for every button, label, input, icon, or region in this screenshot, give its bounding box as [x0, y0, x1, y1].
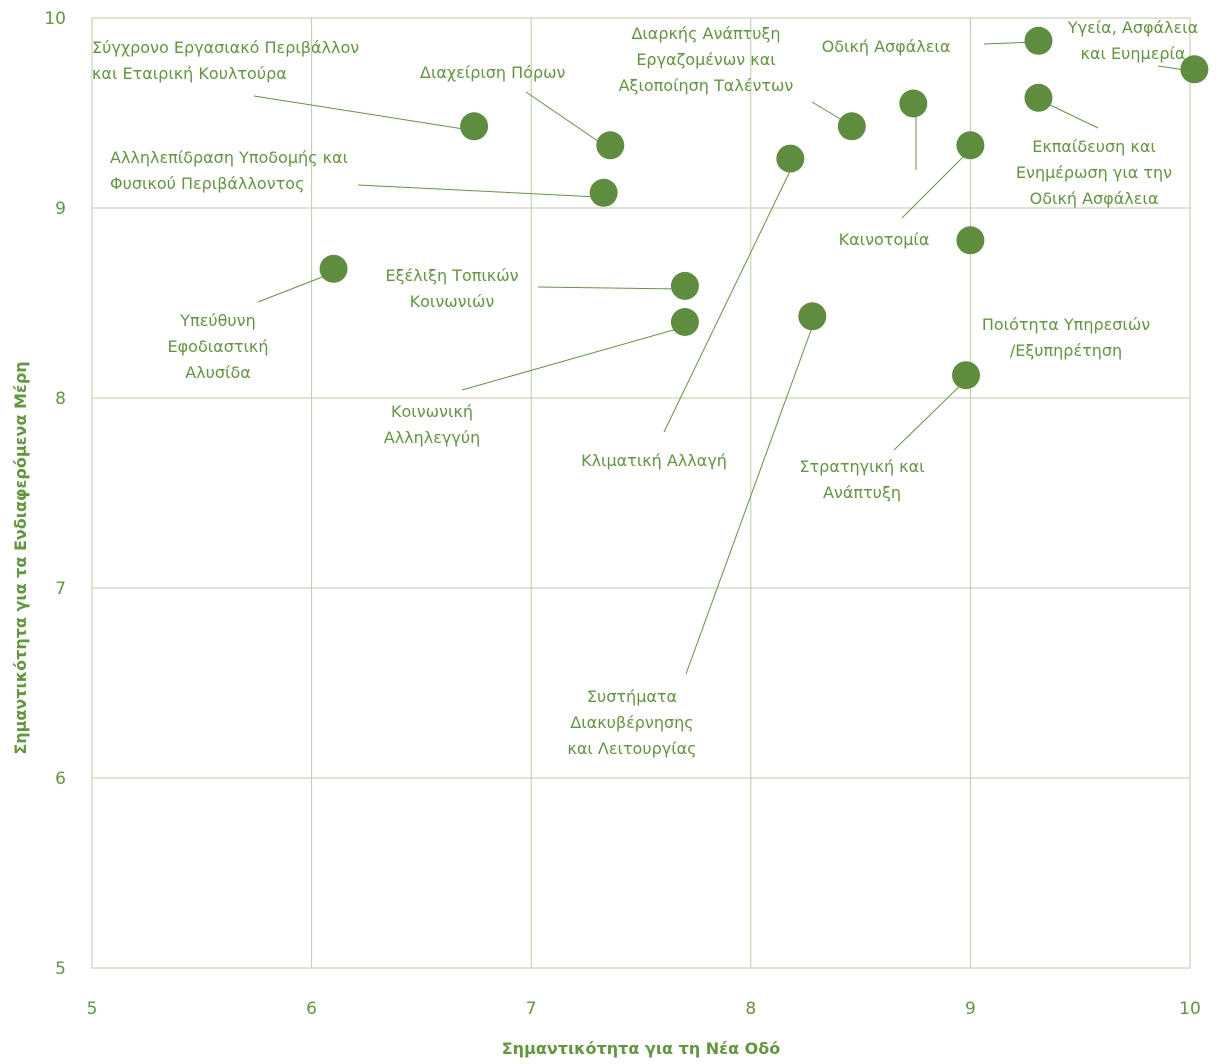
x-tick-label: 10 [1179, 999, 1201, 1019]
point-label: Εξέλιξη Τοπικών [385, 266, 518, 285]
y-axis-ticks: 5 6 7 8 9 10 [44, 9, 66, 979]
point-label: Οδική Ασφάλεια [822, 37, 951, 56]
data-point [952, 361, 981, 390]
point-label: Διαχείριση Πόρων [420, 63, 566, 82]
x-tick-label: 8 [745, 999, 756, 1019]
point-label: Φυσικού Περιβάλλοντος [110, 174, 304, 193]
x-tick-label: 7 [526, 999, 537, 1019]
x-tick-label: 5 [87, 999, 98, 1019]
point-label: Ενημέρωση για την [1016, 163, 1172, 182]
point-label: Εφοδιαστική [168, 337, 269, 356]
data-point [319, 254, 348, 283]
point-label: Ποιότητα Υπηρεσιών [982, 315, 1150, 334]
point-label: Εκπαίδευση και [1032, 137, 1156, 156]
point-label: Αλυσίδα [185, 363, 251, 382]
y-tick-label: 8 [55, 389, 66, 409]
data-point [670, 308, 699, 336]
data-point [899, 89, 928, 118]
x-tick-label: 6 [306, 999, 317, 1019]
x-tick-label: 9 [965, 999, 976, 1019]
point-label: Κλιματική Αλλαγή [581, 451, 727, 470]
label-leader-line [525, 91, 609, 149]
data-point [1180, 55, 1209, 84]
point-label: Υγεία, Ασφάλεια [1067, 18, 1198, 37]
data-point [956, 226, 985, 255]
data-point [956, 131, 985, 160]
label-leader-line [257, 273, 331, 303]
point-label: Εργαζομένων και [636, 50, 775, 69]
data-point [1024, 26, 1053, 55]
point-label: Κοινωνική [391, 402, 473, 421]
point-label: Σύγχρονο Εργασιακό Περιβάλλον [92, 38, 359, 57]
y-tick-label: 7 [55, 579, 66, 599]
label-leader-line [663, 166, 793, 433]
label-leader-line [357, 184, 599, 198]
y-tick-label: 9 [55, 199, 66, 219]
y-tick-label: 5 [55, 959, 66, 979]
data-point [589, 178, 618, 207]
point-labels: Σύγχρονο Εργασιακό Περιβάλλον και Εταιρικ… [92, 18, 1198, 758]
label-leader-line [1047, 103, 1099, 129]
label-leaders [253, 41, 1193, 675]
point-label: Ανάπτυξη [823, 483, 901, 502]
data-point [1024, 83, 1053, 112]
data-point [798, 302, 827, 331]
point-label: Κοινωνιών [410, 292, 495, 311]
point-label: και Λειτουργίας [567, 739, 696, 758]
x-axis-title: Σημαντικότητα για τη Νέα Οδό [502, 1039, 780, 1058]
data-point [460, 112, 489, 141]
y-axis-title: Σημαντικότητα για τα Ενδιαφερόμενα Μέρη [11, 361, 30, 754]
point-label: Συστήματα [587, 687, 677, 706]
data-point [837, 112, 866, 141]
point-label: και Ευημερία [1081, 44, 1186, 63]
label-leader-line [253, 95, 471, 131]
point-label: Αλληλεπίδραση Υποδομής και [110, 148, 348, 167]
data-point [596, 131, 625, 160]
point-label: Διακυβέρνησης [570, 713, 693, 732]
point-label: Υπεύθυνη [179, 311, 255, 330]
label-leader-line [537, 286, 685, 290]
grid [91, 17, 1191, 969]
label-leader-line [893, 379, 967, 451]
point-label: Καινοτομία [839, 230, 930, 249]
point-label: /Εξυπηρέτηση [1010, 341, 1122, 360]
y-tick-label: 6 [55, 769, 66, 789]
point-label: Αξιοποίηση Ταλέντων [619, 76, 794, 95]
label-leader-line [685, 321, 815, 675]
point-label: Οδική Ασφάλεια [1030, 189, 1159, 208]
label-leader-line [901, 149, 971, 219]
point-label: και Εταιρική Κουλτούρα [92, 64, 287, 83]
label-leader-line [461, 326, 685, 391]
y-tick-label: 10 [44, 9, 66, 29]
x-axis-ticks: 5 6 7 8 9 10 [87, 999, 1201, 1019]
point-label: Αλληλεγγύη [384, 428, 480, 447]
data-point [670, 271, 699, 300]
point-label: Διαρκής Ανάπτυξη [631, 24, 780, 43]
data-points [319, 26, 1209, 390]
data-point [776, 144, 805, 173]
point-label: Στρατηγική και [799, 457, 924, 476]
